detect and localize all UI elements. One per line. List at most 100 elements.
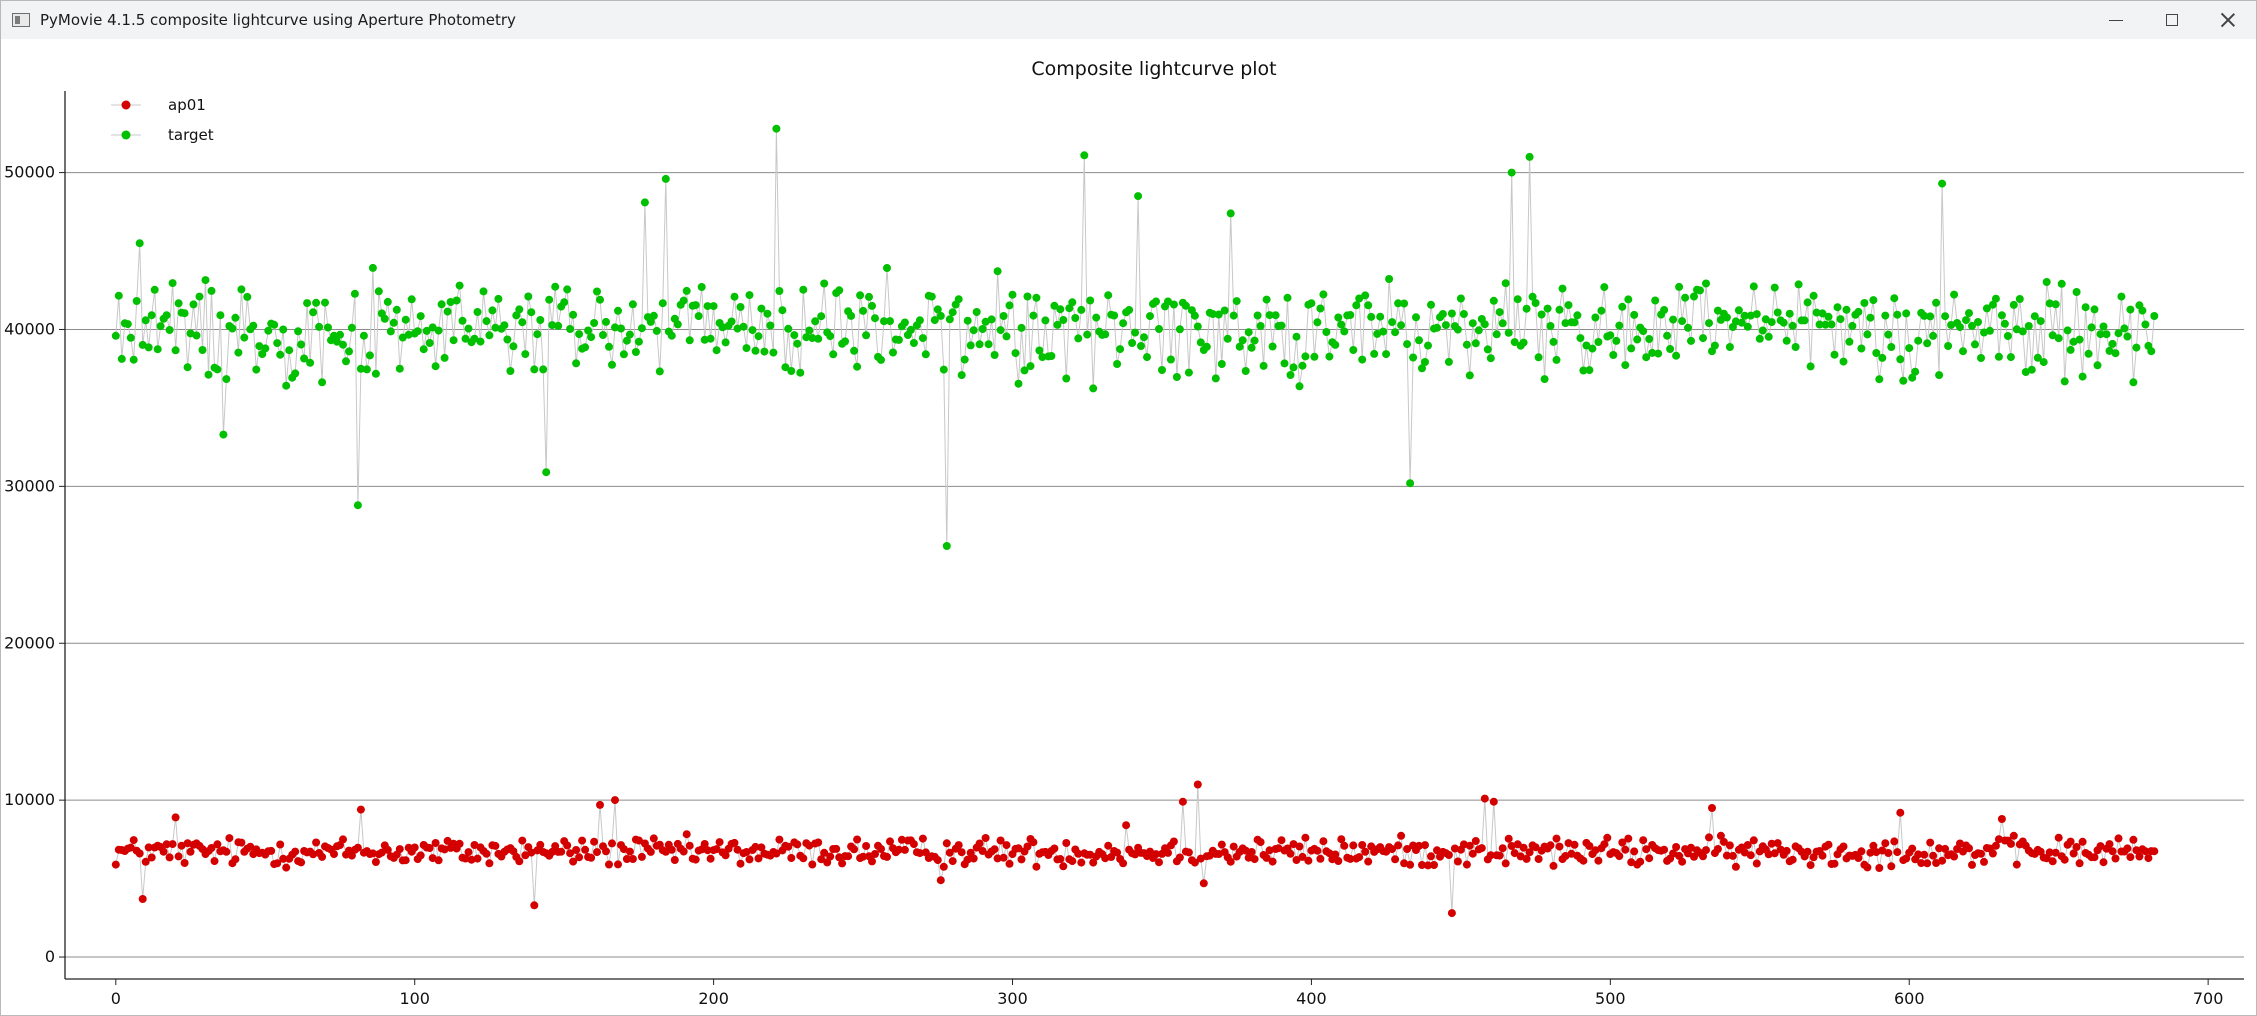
ap01-point (1564, 839, 1573, 848)
target-point (646, 317, 655, 326)
target-point (1663, 331, 1672, 340)
target-point (162, 311, 171, 320)
ap01-point (1988, 849, 1997, 858)
target-point (1241, 367, 1250, 375)
ap01-point (111, 860, 120, 869)
target-point (1854, 307, 1863, 316)
target-point (608, 360, 616, 369)
ap01-point (700, 840, 709, 848)
ap01-point (377, 848, 386, 857)
target-point (1104, 291, 1113, 300)
minimize-button[interactable] (2088, 1, 2144, 39)
target-point (605, 342, 613, 351)
target-point (1863, 330, 1872, 339)
target-point (2099, 322, 2108, 331)
target-point (156, 322, 165, 331)
window-app-icon[interactable] (12, 13, 30, 27)
ap01-point (1029, 838, 1038, 847)
target-point (1190, 311, 1199, 320)
target-point (1166, 355, 1175, 364)
target-point (1815, 320, 1824, 329)
ap01-point (2114, 834, 2123, 843)
target-point (1083, 330, 1092, 339)
target-point (1011, 349, 1020, 358)
target-point (1158, 366, 1166, 374)
target-point (1627, 344, 1636, 353)
target-point (1857, 344, 1866, 353)
ap01-point (1510, 849, 1519, 858)
target-point (1977, 354, 1985, 362)
ap01-point (1881, 839, 1890, 848)
target-point (342, 357, 350, 366)
maximize-button[interactable] (2144, 1, 2200, 39)
target-point (712, 346, 721, 355)
ap01-point (793, 840, 802, 849)
target-point (811, 317, 820, 326)
target-point (1456, 294, 1465, 303)
ap01-point (368, 849, 377, 858)
target-point (500, 321, 509, 330)
ap01-point (1313, 846, 1322, 855)
ap01-point (1639, 836, 1648, 845)
close-button[interactable] (2200, 1, 2256, 39)
target-point (1152, 297, 1160, 306)
target-point (144, 343, 153, 352)
ap01-point (135, 849, 144, 858)
target-point (727, 317, 736, 326)
target-point (1612, 336, 1621, 345)
target-point (906, 325, 915, 334)
target-point (655, 367, 664, 376)
ap01-point (1731, 862, 1740, 871)
ap01-point (1397, 831, 1406, 840)
title-bar[interactable]: PyMovie 4.1.5 composite lightcurve using… (1, 1, 2256, 39)
target-point (933, 305, 942, 314)
ap01-point (1938, 856, 1947, 865)
ap01-point (297, 858, 306, 867)
target-point (1962, 316, 1970, 325)
ap01-point (1866, 848, 1875, 857)
target-point (1785, 309, 1794, 318)
target-point (506, 367, 515, 375)
target-point (894, 335, 903, 344)
target-point (1155, 325, 1163, 333)
ap01-point (1618, 838, 1627, 847)
target-point (365, 351, 374, 360)
ap01-point (590, 837, 599, 846)
target-point (1803, 298, 1812, 307)
target-point (1140, 333, 1148, 342)
target-point (1842, 305, 1851, 314)
ap01-point (2150, 847, 2159, 856)
ap01-point (569, 857, 578, 866)
target-point (1068, 298, 1077, 307)
ap01-point (246, 842, 255, 851)
ap01-point (593, 848, 601, 857)
ap01-point (180, 859, 189, 867)
target-point (652, 326, 661, 335)
target-point (829, 350, 838, 359)
target-point (619, 350, 628, 359)
target-point (395, 364, 404, 373)
ap01-point (1486, 851, 1495, 860)
x-tick-label: 600 (1894, 989, 1925, 1008)
ap01-point (318, 852, 327, 861)
target-point (2039, 358, 2048, 367)
target-point (877, 355, 885, 364)
ap01-point (787, 854, 796, 862)
ap01-point (2099, 858, 2108, 867)
target-point (2105, 346, 2114, 355)
target-point (569, 310, 578, 319)
ap01-point (1561, 852, 1570, 860)
ap01-point (1498, 844, 1507, 853)
target-point (2123, 332, 2132, 341)
ap01-point (936, 876, 945, 885)
target-point (273, 339, 282, 348)
target-point (1008, 290, 1017, 299)
target-point (1220, 306, 1229, 315)
target-point (990, 351, 999, 359)
ap01-point (721, 851, 730, 860)
target-point (1462, 340, 1471, 349)
target-point (216, 311, 225, 320)
lightcurve-plot[interactable]: Composite lightcurve plot 0 10000 20000 300… (1, 39, 2256, 1014)
target-point (1929, 331, 1938, 340)
target-point (488, 306, 497, 315)
